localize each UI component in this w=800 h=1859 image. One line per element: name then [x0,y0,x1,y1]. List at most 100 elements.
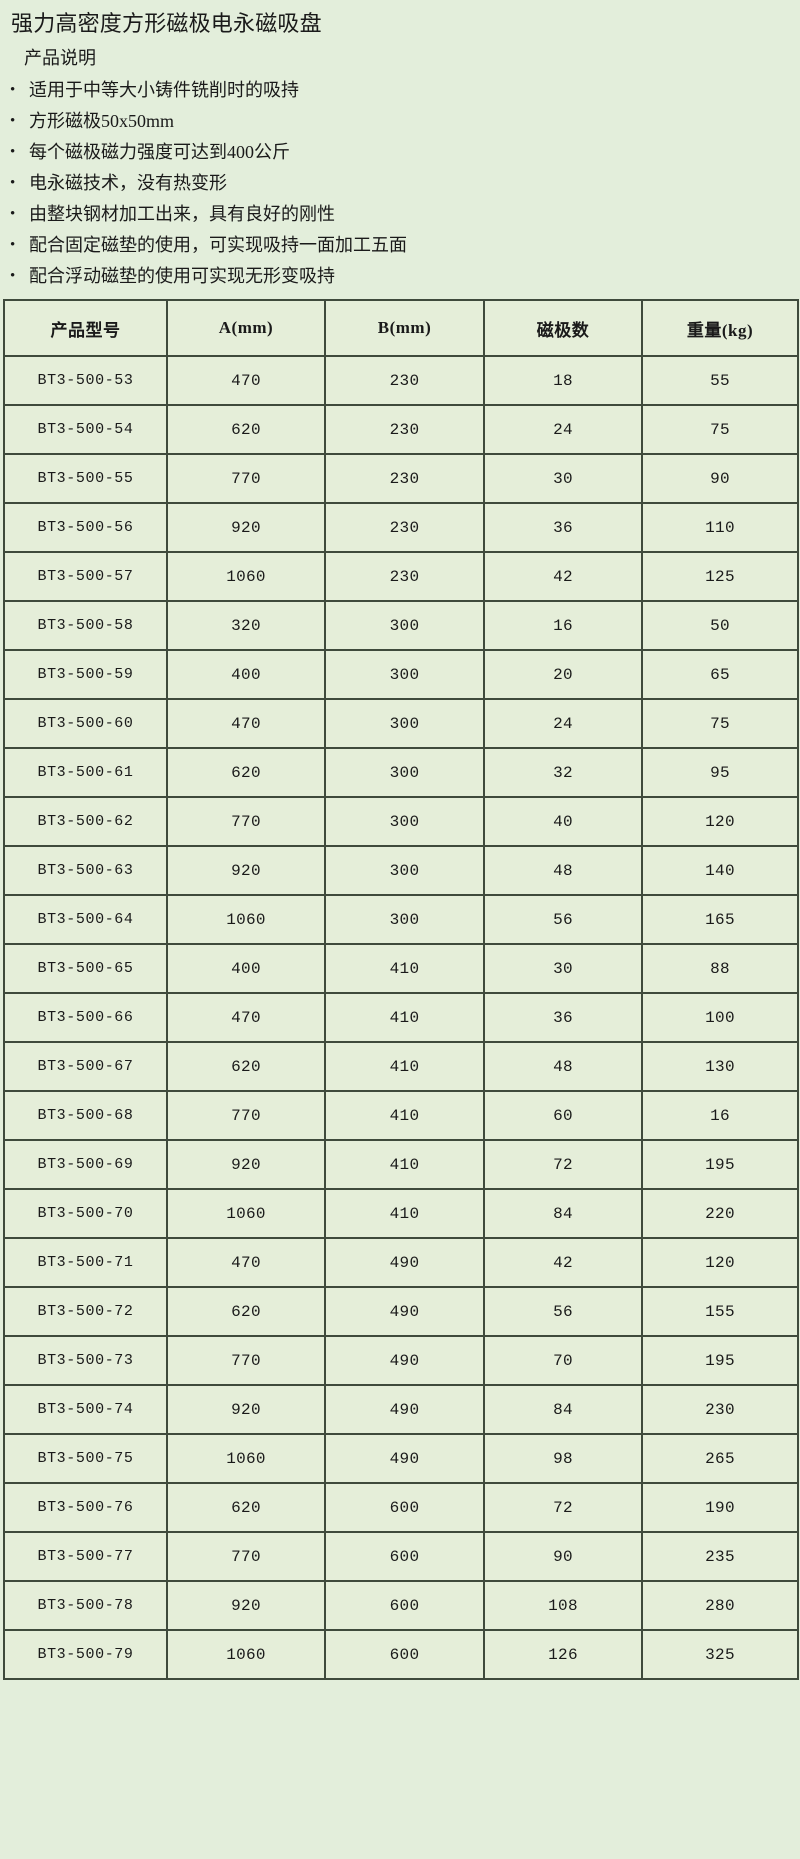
cell-poles: 56 [483,1286,643,1337]
cell-model: BT3-500-62 [3,796,168,847]
cell-b-mm: 410 [324,1188,485,1239]
column-header-a-mm: A(mm) [166,299,326,357]
cell-poles: 84 [483,1188,643,1239]
feature-item-label: 每个磁极磁力强度可达到400公斤 [29,142,290,162]
table-row: BT3-500-68 770 410 60 16 [3,1090,799,1141]
cell-weight: 220 [641,1188,799,1239]
cell-a-mm: 1060 [166,1433,326,1484]
spec-table-head: 产品型号 A(mm) B(mm) 磁极数 重量(kg) [3,299,799,357]
spec-table-body: BT3-500-53 470 230 18 55 BT3-500-54 620 230 24 75… [3,355,799,1680]
table-row: BT3-500-65 400 410 30 88 [3,943,799,994]
cell-a-mm: 920 [166,1580,326,1631]
cell-poles: 30 [483,453,643,504]
feature-item: • 每个磁极磁力强度可达到400公斤 [8,137,800,168]
cell-poles: 32 [483,747,643,798]
cell-model: BT3-500-77 [3,1531,168,1582]
cell-poles: 72 [483,1482,643,1533]
cell-poles: 24 [483,404,643,455]
bullet-dot-icon: • [10,175,16,191]
table-row: BT3-500-58 320 300 16 50 [3,600,799,651]
cell-b-mm: 490 [324,1286,485,1337]
cell-poles: 30 [483,943,643,994]
cell-model: BT3-500-53 [3,355,168,406]
cell-poles: 20 [483,649,643,700]
bullet-dot-icon: • [10,113,16,129]
cell-poles: 98 [483,1433,643,1484]
table-row: BT3-500-77 770 600 90 235 [3,1531,799,1582]
cell-poles: 48 [483,1041,643,1092]
table-row: BT3-500-72 620 490 56 155 [3,1286,799,1337]
table-row: BT3-500-56 920 230 36 110 [3,502,799,553]
cell-b-mm: 490 [324,1237,485,1288]
cell-weight: 235 [641,1531,799,1582]
cell-a-mm: 470 [166,1237,326,1288]
cell-a-mm: 770 [166,1335,326,1386]
cell-poles: 24 [483,698,643,749]
table-row: BT3-500-69 920 410 72 195 [3,1139,799,1190]
cell-poles: 60 [483,1090,643,1141]
cell-a-mm: 620 [166,1041,326,1092]
cell-b-mm: 230 [324,404,485,455]
cell-b-mm: 600 [324,1482,485,1533]
table-row: BT3-500-57 1060 230 42 125 [3,551,799,602]
cell-a-mm: 920 [166,1139,326,1190]
cell-weight: 155 [641,1286,799,1337]
cell-poles: 108 [483,1580,643,1631]
cell-model: BT3-500-73 [3,1335,168,1386]
cell-poles: 36 [483,502,643,553]
cell-weight: 75 [641,404,799,455]
cell-weight: 120 [641,796,799,847]
cell-poles: 42 [483,1237,643,1288]
cell-poles: 40 [483,796,643,847]
cell-model: BT3-500-70 [3,1188,168,1239]
cell-weight: 55 [641,355,799,406]
cell-b-mm: 410 [324,992,485,1043]
cell-a-mm: 400 [166,649,326,700]
table-row: BT3-500-55 770 230 30 90 [3,453,799,504]
section-heading-product-description: 产品说明 [24,48,96,68]
cell-a-mm: 470 [166,355,326,406]
cell-poles: 56 [483,894,643,945]
cell-b-mm: 300 [324,698,485,749]
cell-model: BT3-500-64 [3,894,168,945]
cell-poles: 42 [483,551,643,602]
cell-b-mm: 300 [324,600,485,651]
cell-weight: 16 [641,1090,799,1141]
cell-model: BT3-500-71 [3,1237,168,1288]
cell-a-mm: 1060 [166,551,326,602]
cell-model: BT3-500-55 [3,453,168,504]
table-row: BT3-500-79 1060 600 126 325 [3,1629,799,1680]
table-row: BT3-500-53 470 230 18 55 [3,355,799,406]
feature-item: • 配合浮动磁垫的使用可实现无形变吸持 [8,261,800,292]
table-row: BT3-500-66 470 410 36 100 [3,992,799,1043]
cell-a-mm: 1060 [166,1629,326,1680]
feature-item-label: 电永磁技术，没有热变形 [29,173,227,193]
table-row: BT3-500-70 1060 410 84 220 [3,1188,799,1239]
feature-item: • 电永磁技术，没有热变形 [8,168,800,199]
cell-weight: 100 [641,992,799,1043]
feature-item: • 由整块钢材加工出来，具有良好的刚性 [8,199,800,230]
table-row: BT3-500-61 620 300 32 95 [3,747,799,798]
table-row: BT3-500-62 770 300 40 120 [3,796,799,847]
table-row: BT3-500-64 1060 300 56 165 [3,894,799,945]
table-row: BT3-500-75 1060 490 98 265 [3,1433,799,1484]
cell-b-mm: 300 [324,894,485,945]
feature-item: • 配合固定磁垫的使用，可实现吸持一面加工五面 [8,230,800,261]
column-header-model: 产品型号 [3,299,168,357]
cell-model: BT3-500-65 [3,943,168,994]
cell-model: BT3-500-69 [3,1139,168,1190]
cell-a-mm: 400 [166,943,326,994]
cell-weight: 280 [641,1580,799,1631]
table-row: BT3-500-73 770 490 70 195 [3,1335,799,1386]
page-title: 强力高密度方形磁极电永磁吸盘 [11,11,322,36]
cell-a-mm: 1060 [166,894,326,945]
table-row: BT3-500-76 620 600 72 190 [3,1482,799,1533]
cell-poles: 126 [483,1629,643,1680]
cell-b-mm: 300 [324,649,485,700]
table-row: BT3-500-71 470 490 42 120 [3,1237,799,1288]
cell-model: BT3-500-61 [3,747,168,798]
cell-weight: 65 [641,649,799,700]
cell-a-mm: 620 [166,747,326,798]
bullet-dot-icon: • [10,268,16,284]
